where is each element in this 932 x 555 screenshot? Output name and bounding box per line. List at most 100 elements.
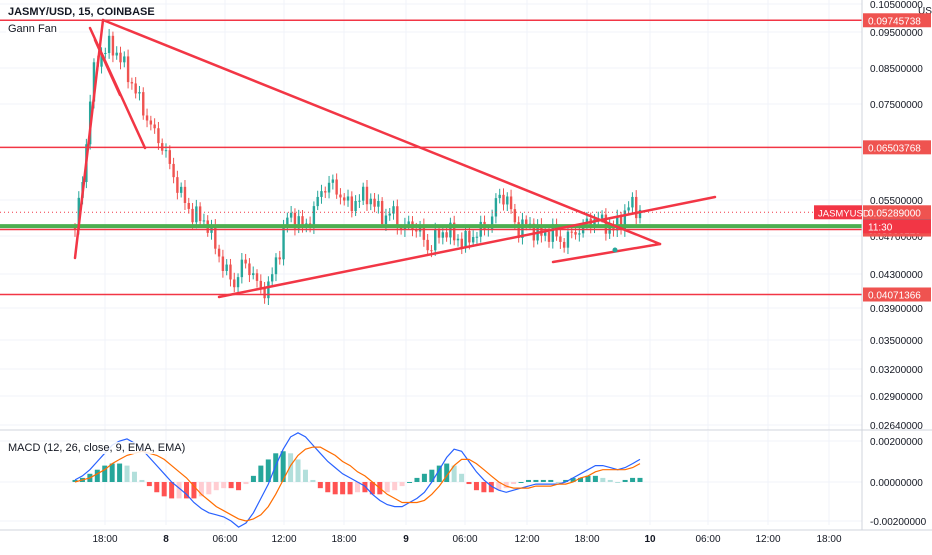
candle-body: [100, 53, 103, 67]
candle-body: [600, 214, 604, 219]
macd-histogram-bar: [570, 477, 576, 482]
candle-body: [327, 182, 331, 193]
candle-body: [255, 273, 259, 281]
gann-fan-label[interactable]: Gann Fan: [6, 23, 59, 35]
candle-body: [221, 256, 225, 271]
price-tick-label: 0.02900000: [870, 392, 923, 403]
candle-body: [187, 202, 190, 209]
candle-body: [229, 264, 232, 280]
currency-label: USD: [918, 6, 932, 17]
candle-body: [236, 277, 240, 288]
candle-body: [172, 163, 175, 178]
symbol-title[interactable]: JASMY/USD, 15, COINBASE: [6, 6, 157, 18]
price-tick-label: 0.09500000: [870, 28, 923, 39]
candle-body: [168, 150, 171, 164]
macd-histogram-bar: [488, 482, 494, 493]
candle-body: [248, 263, 251, 276]
macd-histogram-bar: [221, 482, 227, 489]
candle-body: [631, 196, 634, 208]
candle-body: [274, 257, 278, 275]
candle-body: [130, 82, 134, 84]
candle-body: [502, 194, 505, 205]
candle-body: [183, 186, 187, 203]
macd-histogram-bar: [109, 463, 115, 482]
price-tick-label: 0.07500000: [870, 100, 923, 111]
candle-body: [559, 236, 562, 242]
candle-body: [369, 198, 372, 205]
candle-body: [282, 225, 285, 260]
macd-histogram-bar: [161, 482, 167, 497]
macd-histogram-bar: [228, 482, 234, 489]
time-tick-label: 18:00: [92, 534, 117, 545]
candle-body: [441, 232, 445, 238]
macd-histogram-bar: [72, 479, 78, 482]
time-tick-label: 12:00: [271, 534, 296, 545]
candle-body: [164, 150, 168, 152]
candle-body: [259, 280, 263, 288]
candle-body: [434, 229, 437, 251]
candle-body: [638, 209, 642, 219]
candle-body: [380, 200, 384, 225]
candle-body: [358, 200, 361, 202]
candle-body: [460, 238, 463, 248]
macd-histogram-bar: [369, 482, 375, 495]
candle-body: [324, 191, 327, 193]
macd-histogram-bar: [421, 473, 427, 482]
macd-histogram-bar: [347, 482, 353, 495]
candle-body: [214, 225, 217, 249]
candle-body: [475, 236, 479, 238]
macd-histogram-bar: [243, 482, 249, 485]
macd-histogram-bar: [459, 473, 465, 482]
macd-histogram-bar: [407, 482, 413, 483]
candle-body: [134, 83, 137, 94]
candle-body: [506, 196, 509, 205]
trend-line: [217, 195, 717, 299]
candle-body: [585, 218, 589, 224]
ticker-tag-text: JASMYUSD: [818, 208, 870, 219]
candle-body: [532, 223, 536, 241]
candle-body: [176, 177, 179, 193]
candle-body: [289, 212, 293, 218]
macd-histogram-bar: [280, 451, 286, 482]
candle-body: [471, 237, 475, 243]
macd-histogram-bar: [481, 482, 487, 493]
macd-histogram-bar: [325, 482, 331, 493]
drawing-tools[interactable]: [0, 18, 862, 299]
candle-body: [343, 197, 346, 201]
macd-histogram-bar: [250, 475, 256, 482]
time-tick-label: 06:00: [695, 534, 720, 545]
price-tag-text: 0.05289000: [868, 208, 921, 219]
price-tick-label: 0.04300000: [870, 270, 923, 281]
price-tick-label: 0.02640000: [870, 421, 923, 432]
macd-histogram-bar: [124, 465, 130, 482]
macd-histogram-bar: [548, 479, 554, 482]
candle-body: [202, 220, 206, 222]
time-tick-label: 06:00: [452, 534, 477, 545]
candle-body: [490, 216, 494, 229]
price-candles: [73, 29, 642, 306]
candle-body: [635, 196, 638, 219]
trend-line: [101, 18, 662, 246]
time-tick-label: 8: [163, 534, 169, 545]
ticker-tag-bg: [814, 205, 862, 220]
macd-histogram-bar: [213, 482, 219, 491]
candle-body: [312, 206, 316, 228]
candle-body: [138, 92, 141, 94]
candle-body: [593, 219, 596, 228]
macd-label[interactable]: MACD (12, 26, close, 9, EMA, EMA): [6, 442, 188, 454]
candle-body: [335, 179, 338, 195]
candle-body: [244, 259, 247, 264]
countdown-bg: [863, 219, 931, 234]
candle-body: [252, 273, 255, 276]
macd-tick-label: 0.00200000: [870, 437, 923, 448]
candle-body: [361, 186, 365, 201]
macd-histogram-bar: [615, 482, 621, 483]
candle-body: [437, 229, 441, 238]
macd-histogram-bar: [637, 477, 643, 482]
macd-histogram-bar: [102, 465, 108, 482]
price-tick-label: 0.05500000: [870, 196, 923, 207]
macd-histogram-bar: [444, 463, 450, 482]
candle-body: [574, 231, 577, 235]
